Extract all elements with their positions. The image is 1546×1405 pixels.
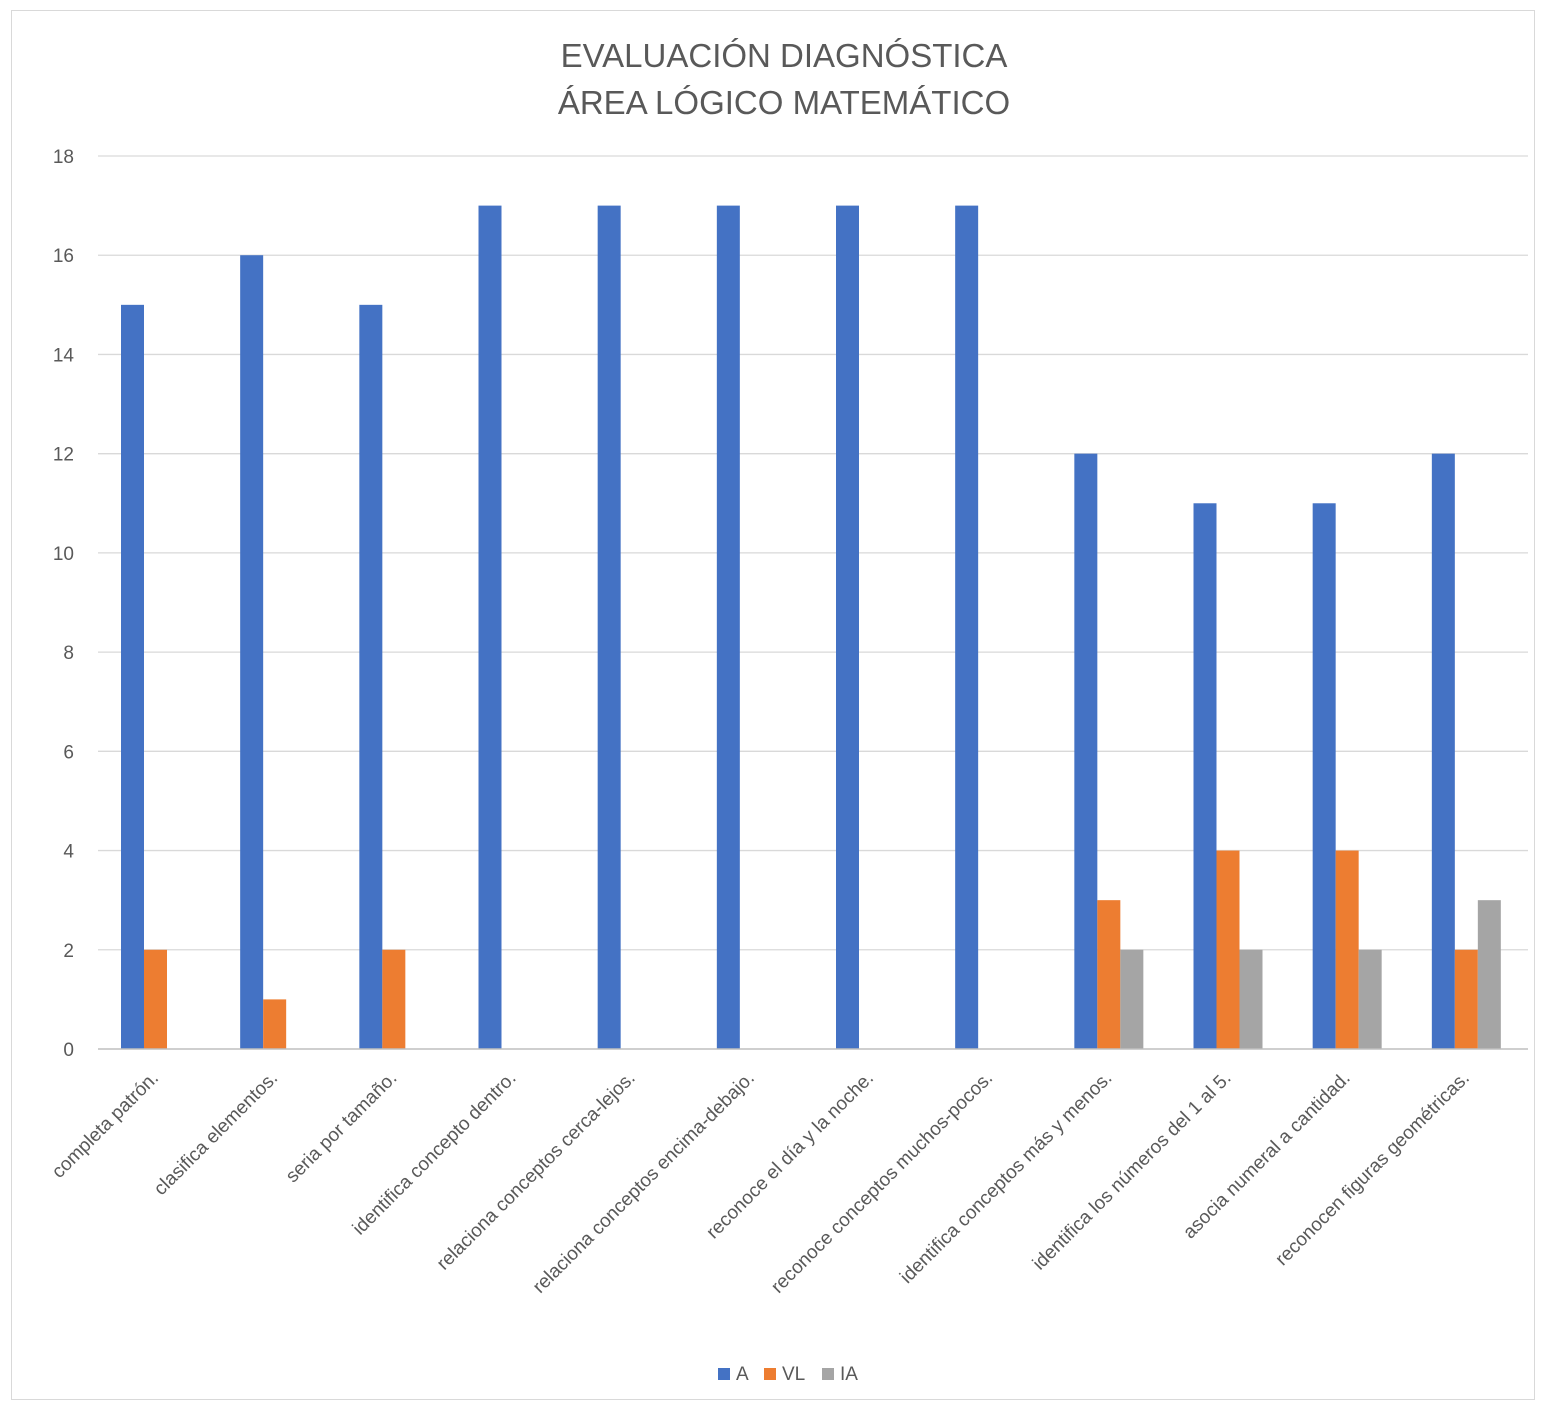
chart-title-line-1: EVALUACIÓN DIAGNÓSTICA — [561, 37, 1008, 74]
y-tick-label: 2 — [63, 941, 74, 962]
bar-a — [716, 205, 740, 1050]
x-category-label: relaciona conceptos encima-debajo. — [529, 1068, 759, 1298]
x-axis-labels: completa patrón.clasifica elementos. seri… — [48, 1068, 1474, 1298]
legend-swatch-vl — [764, 1368, 776, 1380]
y-tick-label: 0 — [63, 1040, 74, 1061]
legend-label-vl: VL — [782, 1364, 805, 1385]
y-tick-label: 4 — [63, 842, 74, 863]
x-category-label: identifica conceptos más y menos. — [896, 1068, 1116, 1288]
bar-a — [240, 255, 264, 1049]
bar-a — [1431, 453, 1455, 1050]
bar-vl — [263, 999, 287, 1049]
bar-a — [121, 304, 144, 1049]
y-tick-label: 14 — [53, 345, 75, 366]
legend-swatch-ia — [822, 1368, 834, 1380]
gridlines — [98, 155, 1528, 951]
x-category-label: relaciona conceptos cerca-lejos. — [433, 1068, 640, 1275]
bar-vl — [1097, 900, 1121, 1049]
legend-swatch-a — [718, 1368, 730, 1380]
y-tick-label: 16 — [53, 246, 74, 267]
y-tick-label: 6 — [63, 742, 74, 763]
y-tick-label: 8 — [63, 643, 74, 664]
legend-label-ia: IA — [840, 1364, 858, 1385]
x-category-label: completa patrón. — [48, 1068, 163, 1183]
bar-a — [836, 205, 859, 1050]
bar-ia — [1477, 900, 1501, 1049]
bar-ia — [1358, 949, 1382, 1049]
bar-vl — [1216, 850, 1240, 1049]
x-category-label: reconocen figuras geométricas. — [1272, 1068, 1474, 1270]
x-category-label: identifica los números del 1 al 5. — [1029, 1068, 1236, 1275]
bar-vl — [1454, 949, 1478, 1049]
bar-vl — [382, 949, 406, 1049]
bar-ia — [1239, 949, 1263, 1049]
y-tick-label: 18 — [53, 147, 74, 168]
bar-vl — [1335, 850, 1359, 1049]
chart-title-line-2: ÁREA LÓGICO MATEMÁTICO — [558, 84, 1010, 121]
chart-title: EVALUACIÓN DIAGNÓSTICA ÁREA LÓGICO MATEM… — [558, 37, 1010, 121]
legend: A VL IA — [718, 1364, 858, 1385]
bar-a — [597, 205, 621, 1050]
chart-frame: EVALUACIÓN DIAGNÓSTICA ÁREA LÓGICO MATEM… — [11, 10, 1535, 1400]
x-category-label: clasifica elementos. — [150, 1068, 282, 1200]
bar-vl — [144, 949, 167, 1049]
bar-a — [359, 304, 383, 1049]
bar-chart: EVALUACIÓN DIAGNÓSTICA ÁREA LÓGICO MATEM… — [48, 37, 1528, 1385]
bar-a — [1193, 503, 1217, 1049]
y-axis-ticks: 0 2 4 6 8 10 12 14 16 18 — [53, 147, 75, 1061]
x-category-label: reconoce conceptos muchos-pocos. — [767, 1068, 997, 1298]
bar-a — [478, 205, 502, 1050]
bar-a — [955, 205, 979, 1050]
legend-label-a: A — [736, 1364, 749, 1385]
bar-a — [1074, 453, 1098, 1050]
x-category-label: seria por tamaño. — [282, 1068, 401, 1187]
y-tick-label: 12 — [53, 445, 74, 466]
bar-ia — [1120, 949, 1144, 1049]
bar-a — [1312, 503, 1336, 1049]
bars — [121, 205, 1501, 1050]
y-tick-label: 10 — [53, 544, 74, 565]
